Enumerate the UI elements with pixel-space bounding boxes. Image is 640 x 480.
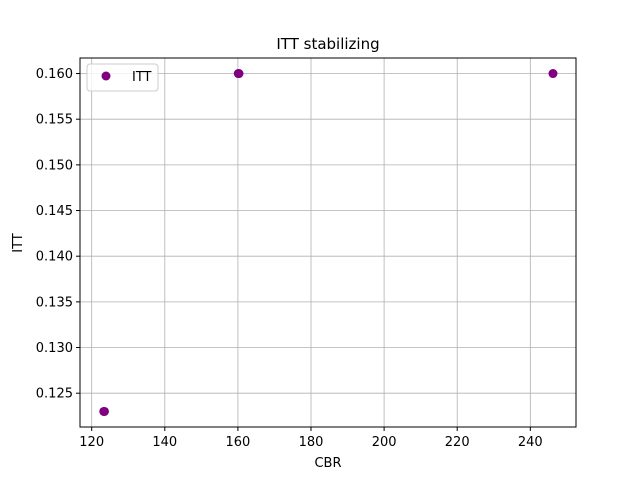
- legend: ITT: [86, 63, 159, 92]
- data-points: [99, 69, 558, 416]
- y-tick-label: 0.145: [36, 204, 73, 219]
- legend-box: [86, 63, 159, 92]
- x-tick-label: 200: [372, 435, 397, 450]
- x-tick-label: 240: [518, 435, 543, 450]
- y-tick-label: 0.125: [36, 387, 73, 402]
- x-axis-label: CBR: [314, 456, 341, 471]
- y-tick-label: 0.155: [36, 113, 73, 128]
- y-tick-label: 0.130: [36, 341, 73, 356]
- x-tick-label: 180: [299, 435, 324, 450]
- y-tick-label: 0.135: [36, 295, 73, 310]
- legend-label: ITT: [132, 70, 152, 85]
- chart-title: ITT stabilizing: [276, 35, 379, 53]
- data-point: [99, 406, 109, 416]
- legend-marker-icon: [101, 71, 111, 81]
- y-tick-label: 0.150: [36, 158, 73, 173]
- x-axis-ticks: 120 140 160 180 200 220 240: [79, 427, 543, 450]
- x-tick-label: 140: [152, 435, 177, 450]
- y-tick-label: 0.140: [36, 250, 73, 265]
- axes-frame: [79, 57, 577, 428]
- grid: [80, 58, 576, 427]
- x-tick-label: 220: [445, 435, 470, 450]
- y-axis-ticks: 0.125 0.130 0.135 0.140 0.145 0.150 0.155 0.160: [36, 67, 80, 402]
- data-point: [234, 69, 244, 79]
- y-tick-label: 0.160: [36, 67, 73, 82]
- x-tick-label: 120: [79, 435, 104, 450]
- x-tick-label: 160: [225, 435, 250, 450]
- data-point: [548, 69, 558, 79]
- y-axis-label: ITT: [11, 233, 26, 253]
